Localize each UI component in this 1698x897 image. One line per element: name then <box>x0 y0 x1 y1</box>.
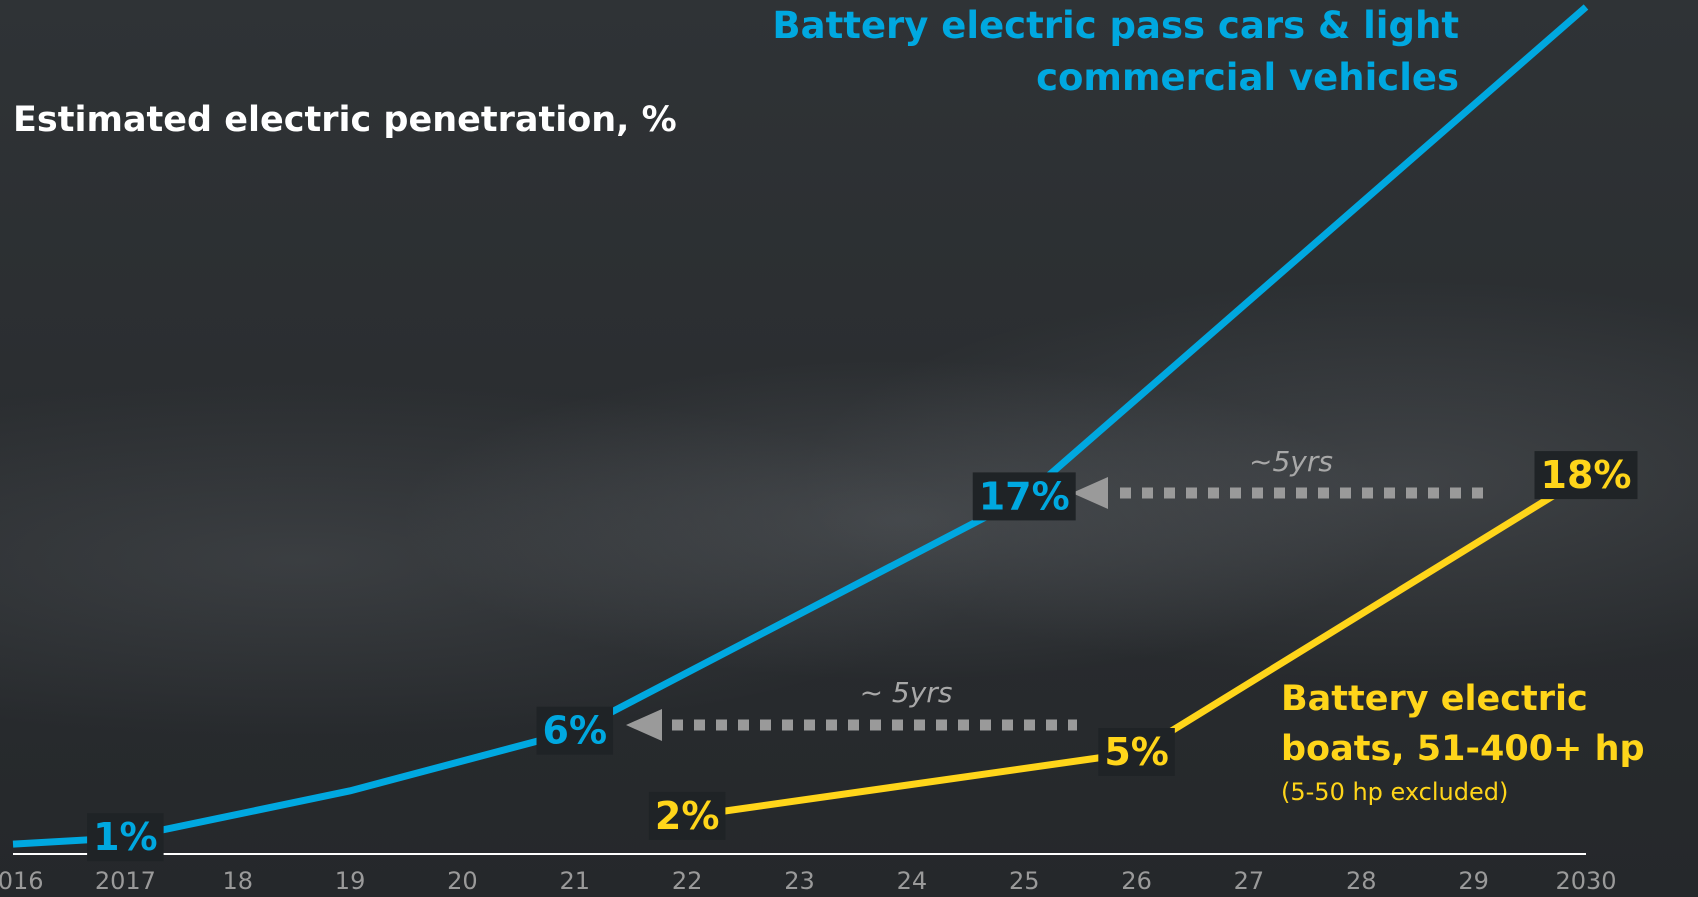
value-label: 17% <box>979 474 1070 518</box>
value-label-bg <box>648 791 726 840</box>
value-label: 1% <box>93 815 158 859</box>
chart-title: Estimated electric penetration, % <box>13 100 677 140</box>
arrow: ~5yrs <box>1072 445 1492 509</box>
value-label: 18% <box>1541 453 1632 497</box>
x-tick-label: 25 <box>1009 867 1040 895</box>
x-tick-label: 23 <box>784 867 815 895</box>
x-tick-label: 27 <box>1234 867 1265 895</box>
value-label: 2% <box>655 794 720 838</box>
x-tick-label: 18 <box>222 867 253 895</box>
x-tick-label: 24 <box>897 867 928 895</box>
x-tick-label: 26 <box>1121 867 1152 895</box>
x-tick-label: 2030 <box>1555 867 1616 895</box>
arrow-head <box>1072 477 1108 509</box>
x-tick-label: 19 <box>335 867 366 895</box>
x-tick-label: 2017 <box>95 867 156 895</box>
x-tick-label: 21 <box>560 867 591 895</box>
value-label-bg <box>1534 451 1638 500</box>
arrow-head <box>626 709 662 741</box>
value-label-bg <box>1098 728 1175 776</box>
value-label: 6% <box>543 709 608 753</box>
series-note: (5-50 hp excluded) <box>1281 778 1509 806</box>
x-tick-label: 20 <box>447 867 478 895</box>
x-tick-label: 22 <box>672 867 703 895</box>
annotation: ~5yrs <box>1249 445 1333 478</box>
x-tick-label: 2016 <box>0 867 44 895</box>
series-label: Battery electric boats, 51-400+ hp <box>1281 679 1645 769</box>
value-label: 5% <box>1104 730 1169 774</box>
value-label-bg <box>972 472 1076 521</box>
arrow: ~ 5yrs <box>626 676 1077 741</box>
annotation: ~ 5yrs <box>860 676 953 709</box>
series-label: Battery electric pass cars & light comme… <box>772 4 1459 99</box>
x-tick-label: 29 <box>1458 867 1489 895</box>
x-tick-label: 28 <box>1346 867 1377 895</box>
value-label-bg <box>87 813 164 862</box>
value-label-bg <box>536 706 614 755</box>
